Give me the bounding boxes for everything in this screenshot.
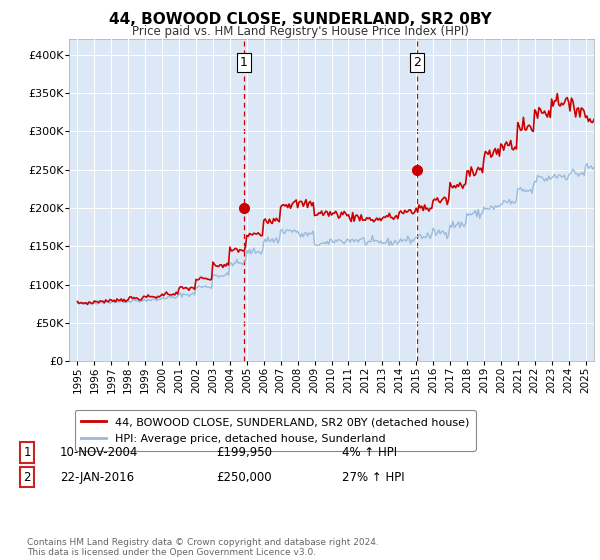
Text: 10-NOV-2004: 10-NOV-2004	[60, 446, 139, 459]
Text: Price paid vs. HM Land Registry's House Price Index (HPI): Price paid vs. HM Land Registry's House …	[131, 25, 469, 38]
Text: 2: 2	[413, 55, 421, 69]
Text: £199,950: £199,950	[216, 446, 272, 459]
Text: 1: 1	[240, 55, 248, 69]
Text: 27% ↑ HPI: 27% ↑ HPI	[342, 470, 404, 484]
Text: 22-JAN-2016: 22-JAN-2016	[60, 470, 134, 484]
Text: 1: 1	[23, 446, 31, 459]
Text: 4% ↑ HPI: 4% ↑ HPI	[342, 446, 397, 459]
Text: 2: 2	[23, 470, 31, 484]
Text: 44, BOWOOD CLOSE, SUNDERLAND, SR2 0BY: 44, BOWOOD CLOSE, SUNDERLAND, SR2 0BY	[109, 12, 491, 27]
Text: Contains HM Land Registry data © Crown copyright and database right 2024.
This d: Contains HM Land Registry data © Crown c…	[27, 538, 379, 557]
Legend: 44, BOWOOD CLOSE, SUNDERLAND, SR2 0BY (detached house), HPI: Average price, deta: 44, BOWOOD CLOSE, SUNDERLAND, SR2 0BY (d…	[74, 410, 476, 451]
Text: £250,000: £250,000	[216, 470, 272, 484]
